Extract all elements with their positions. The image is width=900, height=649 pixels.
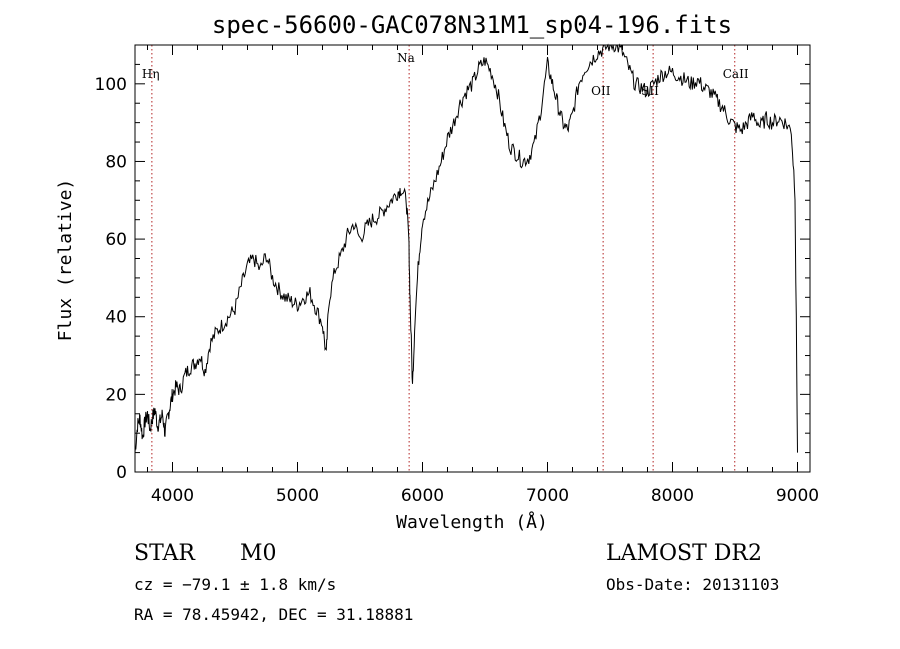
y-axis-label: Flux (relative) [55,179,76,342]
x-tick-label: 9000 [776,486,819,506]
y-tick-label: 40 [105,308,127,328]
observation-date: Obs-Date: 20131103 [606,575,779,594]
x-axis-label: Wavelength (Å) [396,511,548,533]
plot-area [134,43,798,453]
chart-title: spec-56600-GAC078N31M1_sp04-196.fits [212,11,732,39]
redshift-info: cz = −79.1 ± 1.8 km/s [134,575,336,594]
x-tick-label: 7000 [526,486,569,506]
y-tick-label: 20 [105,385,127,405]
object-class: STAR [134,541,196,566]
spectrum-line [134,43,798,453]
x-tick-label: 6000 [401,486,444,506]
spectral-line-label: Na [397,51,415,65]
x-axis-ticks: 4000 5000 6000 7000 8000 9000 [147,45,819,506]
y-tick-label: 80 [105,152,127,172]
y-tick-label: 100 [95,75,127,95]
spectral-subclass: M0 [240,541,277,566]
survey-name: LAMOST DR2 [606,541,762,566]
x-tick-label: 4000 [151,486,194,506]
spectral-line-markers [151,45,736,472]
plot-frame [134,44,811,473]
x-tick-label: 5000 [276,486,319,506]
y-axis-ticks: 0 20 40 60 80 100 [95,44,810,483]
x-tick-label: 8000 [651,486,694,506]
spectral-line-label: Hη [142,67,160,81]
spectral-line-label: CaII [723,67,749,81]
y-tick-label: 0 [116,463,127,483]
spectral-line-label: OII [591,84,611,98]
y-tick-label: 60 [105,230,127,250]
coordinates-info: RA = 78.45942, DEC = 31.18881 [134,605,413,624]
